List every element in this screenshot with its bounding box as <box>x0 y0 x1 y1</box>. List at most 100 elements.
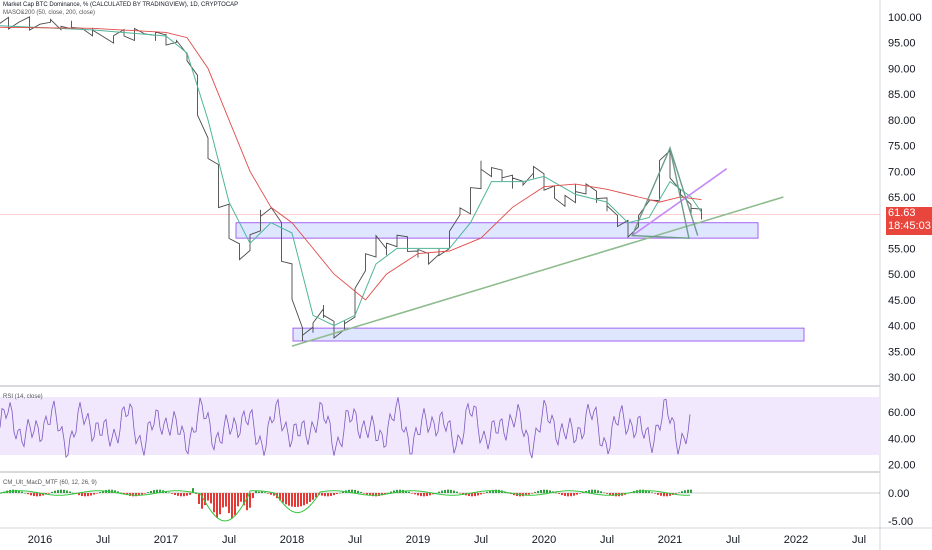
macd-bar <box>195 493 197 494</box>
macd-bar <box>594 489 596 493</box>
macd-bar <box>390 491 392 493</box>
macd-bar <box>222 493 224 508</box>
rsi-band <box>0 397 880 455</box>
macd-bar <box>327 493 329 497</box>
macd-bar <box>603 492 605 494</box>
macd-bar <box>204 493 206 506</box>
macd-bar <box>297 493 299 507</box>
macd-bar <box>183 493 185 497</box>
macd-bar <box>42 493 44 496</box>
macd-bar <box>261 491 263 493</box>
ma200-line <box>0 26 702 301</box>
macd-bar <box>489 490 491 493</box>
macd-bar <box>528 493 530 495</box>
macd-bar <box>147 492 149 493</box>
macd-bar <box>582 492 584 493</box>
macd-bar <box>648 491 650 493</box>
macd-bar <box>366 493 368 495</box>
macd-bar <box>144 493 146 494</box>
price-tick-label: 100.00 <box>888 12 922 24</box>
last-price: 61.63 <box>888 207 916 219</box>
macd-bar <box>63 489 65 493</box>
macd-bar <box>312 493 314 500</box>
macd-bar <box>279 493 281 501</box>
macd-tick-label: -5.00 <box>888 516 913 528</box>
macd-bar <box>453 490 455 493</box>
macd-bar <box>426 493 428 497</box>
macd-bar <box>111 489 113 493</box>
macd-bar <box>357 490 359 493</box>
macd-bar <box>267 493 269 494</box>
price-tick-label: 65.00 <box>888 192 916 204</box>
macd-bar <box>687 489 689 493</box>
macd-bar <box>375 493 377 497</box>
macd-bar <box>681 491 683 493</box>
ma-label: MASO&200 (50, close, 200, close) <box>3 10 96 16</box>
macd-bar <box>492 489 494 493</box>
macd-label: CM_Ult_MacD_MTF (60, 12, 26, 9) <box>3 480 97 486</box>
time-axis-label: Jul <box>600 534 614 546</box>
time-axis-label: 2022 <box>784 534 808 546</box>
macd-bar <box>576 493 578 495</box>
macd-bar <box>414 493 416 495</box>
macd-bar <box>558 493 560 494</box>
macd-bar <box>321 493 323 496</box>
macd-bar <box>561 493 563 496</box>
macd-bar <box>477 493 479 496</box>
macd-tick-label: 0.00 <box>888 488 909 500</box>
time-axis-label: Jul <box>726 534 740 546</box>
macd-bar <box>18 490 20 493</box>
price-tick-label: 55.00 <box>888 243 916 255</box>
macd-bar <box>210 493 212 504</box>
macd-bar <box>69 491 71 493</box>
macd-bar <box>546 489 548 493</box>
macd-bar <box>315 493 317 498</box>
macd-bar <box>237 493 239 507</box>
macd-bar <box>234 493 236 516</box>
macd-bar <box>216 493 218 518</box>
time-axis-label: Jul <box>852 534 866 546</box>
macd-bar <box>645 490 647 493</box>
macd-bar <box>288 493 290 506</box>
macd-bar <box>396 489 398 493</box>
macd-bar <box>135 493 137 497</box>
macd-bar <box>525 493 527 496</box>
time-axis-label: 2016 <box>28 534 52 546</box>
macd-bar <box>387 492 389 494</box>
macd-bar <box>363 493 365 494</box>
macd-bar <box>462 493 464 495</box>
macd-bar <box>264 492 266 493</box>
macd-bar <box>177 493 179 496</box>
macd-bar <box>372 493 374 497</box>
macd-bar <box>156 489 158 493</box>
macd-bar <box>684 490 686 493</box>
macd-bar <box>354 489 356 493</box>
ma50-line <box>0 25 702 327</box>
macd-bar <box>246 493 248 511</box>
macd-bar <box>171 493 173 494</box>
macd-bar <box>534 491 536 493</box>
macd-bar <box>294 493 296 507</box>
macd-bar <box>555 492 557 494</box>
macd-bar <box>96 493 98 494</box>
macd-bar <box>219 493 221 515</box>
macd-bar <box>201 493 203 509</box>
macd-bar <box>384 493 386 495</box>
macd-bar <box>591 489 593 493</box>
macd-bar <box>573 493 575 496</box>
macd-bar <box>570 493 572 497</box>
macd-bar <box>678 492 680 494</box>
macd-bar <box>120 492 122 494</box>
macd-bar <box>360 491 362 493</box>
macd-bar <box>579 493 581 494</box>
trendline <box>291 196 784 347</box>
price-tick-label: 95.00 <box>888 38 916 50</box>
wedge-side <box>669 147 699 236</box>
rsi-line <box>0 397 691 459</box>
macd-bar <box>300 493 302 507</box>
macd-bar <box>36 493 38 497</box>
price-tick-label: 90.00 <box>888 63 916 75</box>
macd-bar <box>657 493 659 495</box>
price-tick-label: 85.00 <box>888 89 916 101</box>
